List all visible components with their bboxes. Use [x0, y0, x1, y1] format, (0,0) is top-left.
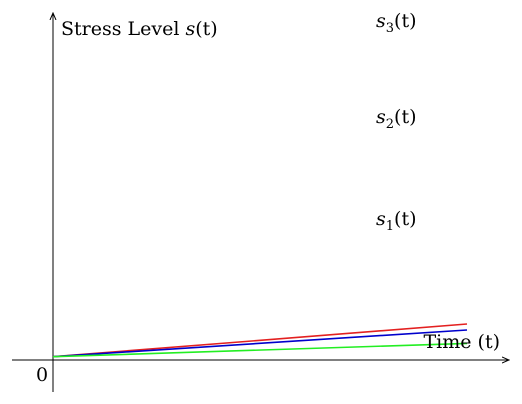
series-label-s1: s1(t) [376, 208, 417, 234]
series-layer [52, 323, 468, 358]
origin-label: 0 [36, 364, 48, 386]
y-axis-label: Stress Level s(t) [61, 18, 218, 40]
series-line-s2 [52, 329, 468, 358]
series-label-s3: s3(t) [376, 10, 417, 36]
series-label-layer: s3(t) s2(t) s1(t) [376, 10, 417, 234]
series-line-s1 [52, 342, 468, 358]
x-axis-label: Time (t) [423, 331, 500, 353]
series-label-s2: s2(t) [376, 106, 417, 132]
series-line-s3 [52, 323, 468, 358]
